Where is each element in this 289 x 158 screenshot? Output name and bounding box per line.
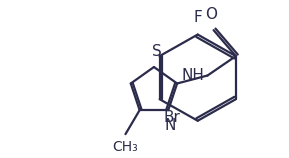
Text: N: N	[164, 118, 175, 133]
Text: NH: NH	[182, 68, 205, 83]
Text: Br: Br	[164, 110, 181, 125]
Text: O: O	[205, 7, 217, 22]
Text: CH₃: CH₃	[113, 140, 138, 154]
Text: S: S	[152, 44, 162, 59]
Text: F: F	[193, 10, 202, 25]
